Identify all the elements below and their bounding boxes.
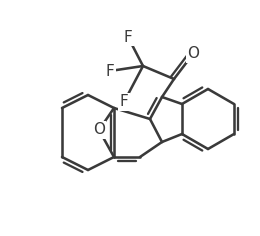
Text: F: F (106, 63, 114, 79)
Text: O: O (187, 46, 199, 62)
Text: F: F (124, 30, 132, 45)
Text: F: F (120, 94, 128, 110)
Text: O: O (93, 122, 105, 138)
